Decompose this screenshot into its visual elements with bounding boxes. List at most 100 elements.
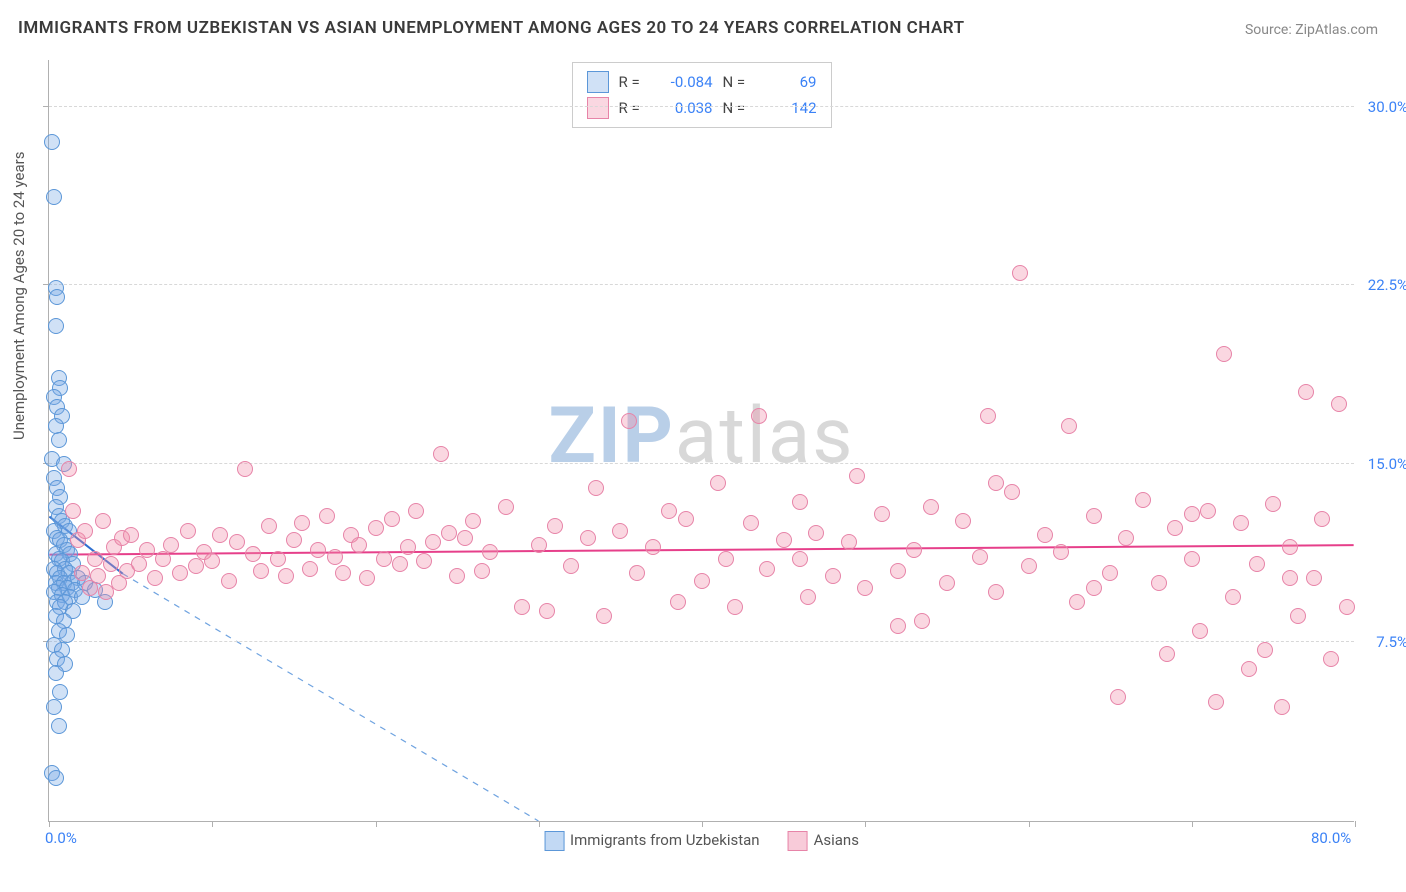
point-asians [1339, 599, 1355, 615]
point-asians [1192, 623, 1208, 639]
point-asians [980, 408, 996, 424]
point-asians [1037, 527, 1053, 543]
point-asians [776, 532, 792, 548]
point-asians [1265, 496, 1281, 512]
point-asians [759, 561, 775, 577]
point-asians [800, 589, 816, 605]
point-asians [1314, 511, 1330, 527]
point-asians [147, 570, 163, 586]
x-tick [702, 821, 703, 827]
point-asians [718, 551, 734, 567]
point-asians [498, 499, 514, 515]
point-asians [1118, 530, 1134, 546]
legend-swatch [788, 831, 808, 851]
trend-lines-layer [49, 60, 1354, 821]
point-asians [1282, 539, 1298, 555]
point-asians [890, 618, 906, 634]
point-uzbekistan [51, 718, 67, 734]
point-asians [694, 573, 710, 589]
point-asians [310, 542, 326, 558]
point-asians [65, 503, 81, 519]
point-asians [955, 513, 971, 529]
x-tick [1355, 821, 1356, 827]
point-asians [319, 508, 335, 524]
point-asians [1241, 661, 1257, 677]
point-asians [670, 594, 686, 610]
point-asians [95, 513, 111, 529]
point-asians [359, 570, 375, 586]
point-asians [433, 446, 449, 462]
point-asians [327, 549, 343, 565]
point-uzbekistan [48, 770, 64, 786]
point-asians [408, 503, 424, 519]
point-asians [172, 565, 188, 581]
point-asians [588, 480, 604, 496]
y-tick [43, 106, 49, 107]
point-asians [482, 544, 498, 560]
point-asians [1274, 699, 1290, 715]
point-asians [1167, 520, 1183, 536]
point-asians [416, 553, 432, 569]
point-uzbekistan [48, 418, 64, 434]
source-label: Source: ZipAtlas.com [1245, 22, 1378, 38]
point-asians [1233, 515, 1249, 531]
stats-n-label: N = [723, 73, 751, 91]
point-asians [368, 520, 384, 536]
x-tick [865, 821, 866, 827]
legend-label: Immigrants from Uzbekistan [570, 831, 760, 849]
stats-row: R =-0.084N =69 [587, 69, 817, 95]
point-uzbekistan [48, 665, 64, 681]
stats-r-label: R = [619, 73, 647, 91]
point-asians [1184, 506, 1200, 522]
point-asians [1086, 580, 1102, 596]
point-asians [61, 461, 77, 477]
x-tick-label: 80.0% [1311, 829, 1351, 847]
point-asians [90, 568, 106, 584]
point-asians [229, 534, 245, 550]
point-asians [1069, 594, 1085, 610]
point-asians [1323, 651, 1339, 667]
point-asians [1004, 484, 1020, 500]
x-tick [376, 821, 377, 827]
point-uzbekistan [44, 134, 60, 150]
point-asians [514, 599, 530, 615]
stats-row: R =0.038N =142 [587, 95, 817, 121]
x-tick [1029, 821, 1030, 827]
point-asians [580, 530, 596, 546]
legend-swatch [544, 831, 564, 851]
point-asians [155, 551, 171, 567]
point-asians [400, 539, 416, 555]
chart-title: IMMIGRANTS FROM UZBEKISTAN VS ASIAN UNEM… [18, 18, 965, 38]
point-asians [270, 551, 286, 567]
point-asians [792, 551, 808, 567]
point-asians [1159, 646, 1175, 662]
point-asians [678, 511, 694, 527]
point-asians [261, 518, 277, 534]
y-tick-label: 30.0% [1368, 98, 1406, 116]
point-asians [441, 525, 457, 541]
gridline [49, 284, 1354, 285]
point-asians [77, 523, 93, 539]
point-asians [1282, 570, 1298, 586]
point-asians [972, 549, 988, 565]
stats-r-value: -0.084 [657, 73, 713, 91]
point-asians [474, 563, 490, 579]
point-asians [425, 534, 441, 550]
point-asians [253, 563, 269, 579]
point-asians [1331, 396, 1347, 412]
point-asians [139, 542, 155, 558]
point-asians [449, 568, 465, 584]
point-asians [808, 525, 824, 541]
stats-n-value: 142 [761, 99, 817, 117]
legend-item: Immigrants from Uzbekistan [544, 831, 760, 851]
point-asians [743, 515, 759, 531]
point-asians [1208, 694, 1224, 710]
point-asians [237, 461, 253, 477]
point-uzbekistan [48, 318, 64, 334]
point-asians [988, 584, 1004, 600]
x-tick [212, 821, 213, 827]
y-tick-label: 22.5% [1368, 276, 1406, 294]
point-asians [351, 537, 367, 553]
point-asians [890, 563, 906, 579]
point-asians [188, 558, 204, 574]
